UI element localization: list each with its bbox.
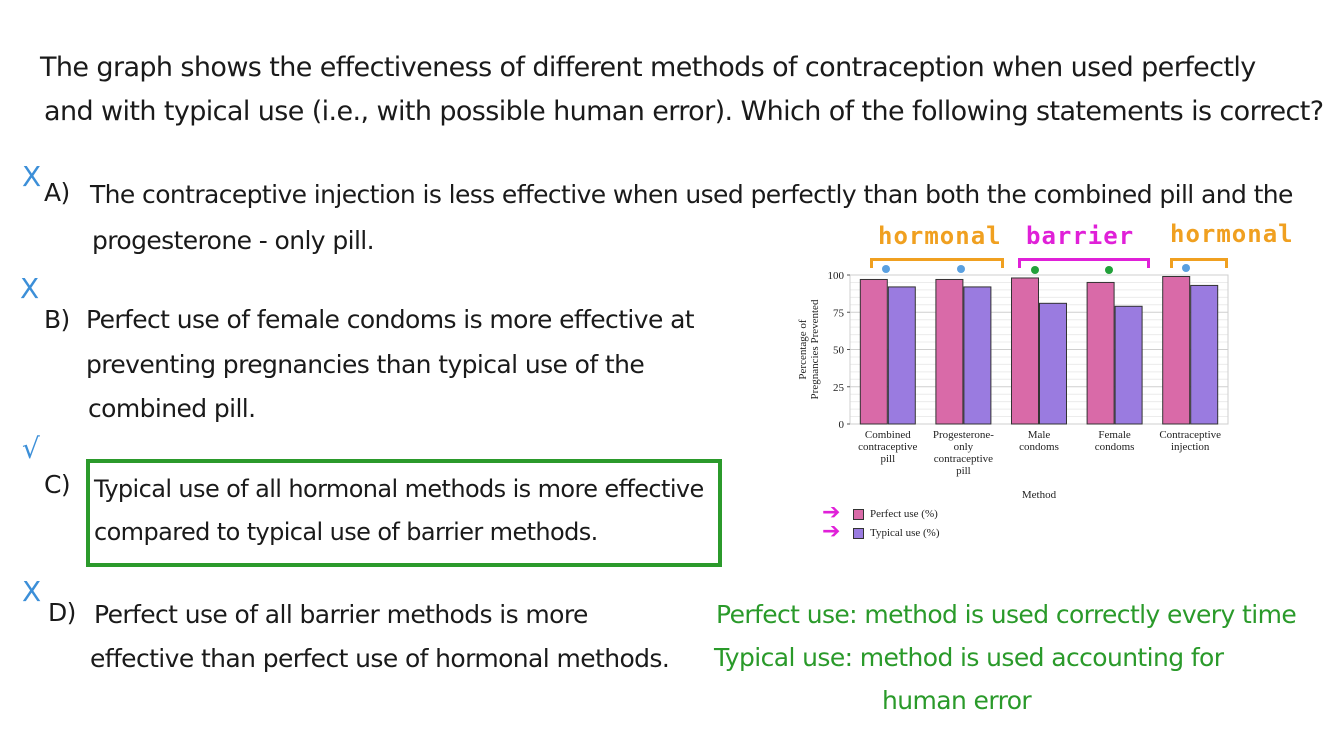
annotation-hormonal-left: hormonal [878,222,1002,250]
x-tick-label: Contraceptive [1159,429,1221,441]
option-c-line-1: Typical use of all hormonal methods is m… [94,475,704,503]
dot-marker-injection [1182,264,1190,272]
option-b-letter: B) [44,305,70,334]
option-c-letter: C) [44,470,71,499]
definition-perfect-use: Perfect use: method is used correctly ev… [716,600,1297,629]
contraception-bar-chart: 0 25 50 75 100 Percentage of Pregnancies Preve… [797,270,1229,501]
legend-item-perfect: Perfect use (%) [853,508,938,520]
x-tick-label: condoms [1019,441,1059,453]
annotation-barrier: barrier [1026,222,1135,250]
bar-typical-use [887,286,916,425]
bar-perfect-use [859,278,888,425]
x-tick-label: injection [1171,441,1210,453]
option-b-line-3: combined pill. [88,394,256,423]
definition-typical-use: Typical use: method is used accounting f… [714,643,1224,672]
x-tick-label: contraceptive [934,453,993,465]
legend-swatch-typical [853,527,864,539]
y-tick-label: 75 [833,307,845,319]
bar-typical-use [1190,284,1219,425]
bar-typical-use [1114,305,1143,425]
annotation-hormonal-right: hormonal [1170,220,1294,248]
bracket-hormonal-left [870,258,1004,268]
dot-marker-female [1105,266,1113,274]
y-tick-label: 50 [833,345,845,357]
option-d-mark: X [22,575,42,608]
option-d-line-1: Perfect use of all barrier methods is mo… [94,600,588,629]
x-tick-label: Female [1098,429,1130,441]
bar-typical-use [963,286,992,425]
legend-item-typical: Typical use (%) [853,527,939,539]
legend-arrow-perfect: ➔ [822,500,841,525]
legend-label-typical: Typical use (%) [870,527,940,539]
option-a-line-1: The contraceptive injection is less effe… [90,180,1293,209]
option-b-line-2: preventing pregnancies than typical use … [86,350,645,379]
y-axis-label: Pregnancies Prevented [809,299,821,399]
x-tick-label: Combined [865,429,911,441]
option-a-line-2: progesterone - only pill. [92,226,375,255]
x-tick-label: pill [956,465,971,477]
correct-answer-box [86,459,722,567]
option-d-letter: D) [48,598,76,627]
definition-typical-use-cont: human error [882,686,1032,715]
dot-marker-progesterone [957,265,965,273]
dot-marker-male [1031,266,1039,274]
bar-typical-use [1039,302,1067,425]
x-tick-label: contraceptive [858,441,917,453]
dot-marker-combined [882,265,890,273]
y-tick-label: 25 [833,382,845,394]
option-b-line-1: Perfect use of female condoms is more ef… [86,305,695,334]
legend-arrow-typical: ➔ [822,519,841,544]
option-c-mark: √ [22,432,40,465]
bar-perfect-use [935,278,964,425]
bar-perfect-use [1086,281,1115,425]
x-axis-label: Method [1022,489,1057,501]
y-tick-label: 100 [828,270,845,282]
option-d-line-2: effective than perfect use of hormonal m… [90,644,670,673]
question-line-1: The graph shows the effectiveness of dif… [40,52,1256,83]
question-line-2: and with typical use (i.e., with possibl… [44,96,1324,127]
x-tick-label: Male [1028,429,1051,441]
option-b-mark: X [20,272,40,305]
y-axis-label: Percentage of [797,319,809,379]
bracket-hormonal-right [1170,258,1228,268]
bracket-barrier [1018,258,1150,268]
x-tick-label: pill [880,453,895,465]
x-tick-label: only [954,441,974,453]
legend-label-perfect: Perfect use (%) [870,508,938,520]
x-tick-label: condoms [1095,441,1135,453]
option-a-mark: X [22,160,42,193]
option-a-letter: A) [44,178,70,207]
x-tick-label: Progesterone- [933,429,994,441]
option-c-line-2: compared to typical use of barrier metho… [94,518,598,546]
legend-swatch-perfect [853,508,864,520]
bar-perfect-use [1011,277,1039,425]
bar-perfect-use [1162,275,1191,425]
y-tick-label: 0 [839,419,845,431]
